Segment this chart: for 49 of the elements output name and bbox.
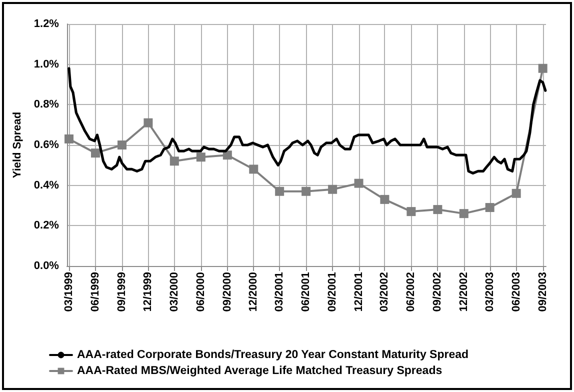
point	[249, 164, 258, 174]
point	[433, 205, 442, 214]
x-tick-label: 09/2002	[432, 272, 444, 312]
point	[196, 152, 206, 162]
point	[380, 194, 390, 204]
x-tick-label: 06/2000	[194, 272, 207, 312]
y-tick-label: 1.2%	[34, 18, 60, 30]
point	[328, 184, 338, 194]
x-tick-label: 12/2002	[458, 272, 470, 312]
y-tick-label: 0.4%	[34, 179, 60, 192]
point	[90, 148, 100, 158]
line-series	[68, 67, 547, 175]
point	[459, 209, 468, 218]
x-tick-label: 09/2003	[536, 272, 549, 312]
x-tick-label: 09/2001	[326, 272, 339, 312]
x-tick-label: 03/2002	[378, 272, 391, 312]
point	[485, 203, 494, 212]
x-tick-label: 06/2001	[300, 272, 312, 312]
point	[538, 64, 548, 73]
point	[64, 134, 74, 144]
x-tick-label: 06/2002	[405, 272, 418, 312]
x-tick-label: 06/2003	[510, 272, 522, 312]
legend-label: AAA-rated Corporate Bonds/Treasury 20 Year Constant Maturity Spread	[77, 349, 469, 361]
point	[406, 207, 416, 216]
point	[302, 186, 311, 196]
x-tick-label: 09/1999	[116, 272, 128, 312]
x-tick-label: 12/1999	[142, 272, 154, 312]
x-tick-label: 03/2003	[484, 272, 496, 312]
x-tick-label: 12/2001	[352, 272, 365, 312]
point	[117, 140, 126, 150]
point	[144, 118, 153, 128]
point	[354, 178, 364, 188]
x-tick-label: 06/1999	[89, 272, 102, 312]
point	[512, 188, 521, 198]
y-tick-label: 0.6%	[34, 139, 60, 151]
point	[170, 156, 179, 166]
x-tick-label: 03/1999	[62, 272, 75, 312]
x-tick-label: 03/2000	[168, 272, 180, 312]
y-axis-title: Yield Spread	[12, 112, 24, 178]
x-tick-label: 12/2000	[248, 272, 260, 312]
point	[275, 186, 284, 196]
y-tick-label: 0.8%	[34, 98, 60, 111]
y-tick-label: 0.2%	[34, 220, 60, 232]
y-tick-label: 1.0%	[34, 58, 60, 70]
point	[222, 150, 232, 160]
legend-label: AAA-Rated MBS/Weighted Average Life Matched Treasury Spreads	[77, 365, 442, 377]
x-tick-label: 09/2000	[221, 272, 234, 312]
x-tick-label: 03/2001	[274, 272, 286, 312]
y-tick-label: 0.0%	[34, 260, 60, 272]
